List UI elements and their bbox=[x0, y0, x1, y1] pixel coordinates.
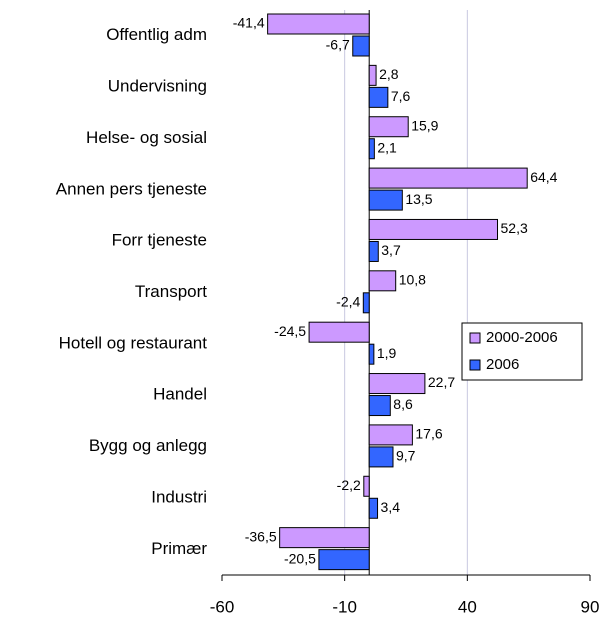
x-tick-label: 90 bbox=[581, 597, 599, 616]
value-label: 9,7 bbox=[396, 448, 416, 464]
legend-label: 2000-2006 bbox=[486, 329, 558, 346]
value-label: 2,1 bbox=[377, 139, 397, 155]
bar bbox=[368, 270, 397, 292]
legend-swatch bbox=[469, 332, 481, 344]
bar bbox=[368, 116, 409, 138]
bar bbox=[368, 240, 379, 262]
bar bbox=[308, 321, 370, 343]
y-tick-label: Bygg og anlegg bbox=[89, 436, 207, 455]
y-tick-label: Helse- og sosial bbox=[86, 128, 207, 147]
value-label: 3,7 bbox=[381, 242, 401, 258]
bar bbox=[368, 497, 379, 519]
value-label: 1,9 bbox=[377, 345, 397, 361]
bar bbox=[368, 86, 389, 108]
value-label: 10,8 bbox=[399, 272, 426, 288]
y-tick-label: Forr tjeneste bbox=[112, 231, 207, 250]
bar bbox=[363, 475, 370, 497]
bar bbox=[368, 446, 394, 468]
legend: 2000-2006 2006 bbox=[461, 322, 583, 381]
bar bbox=[368, 395, 391, 417]
value-label: -6,7 bbox=[326, 37, 350, 53]
bar bbox=[318, 549, 370, 571]
value-label: -20,5 bbox=[284, 550, 316, 566]
y-tick-label: Undervisning bbox=[108, 77, 207, 96]
value-label: 17,6 bbox=[415, 426, 442, 442]
value-label: -24,5 bbox=[274, 323, 306, 339]
x-tick-label: 40 bbox=[458, 597, 477, 616]
y-tick-label: Hotell og restaurant bbox=[59, 333, 208, 352]
value-label: -36,5 bbox=[245, 528, 277, 544]
value-label: -2,2 bbox=[337, 477, 361, 493]
y-tick-label: Handel bbox=[153, 385, 207, 404]
value-label: 52,3 bbox=[501, 220, 528, 236]
bar bbox=[267, 13, 370, 35]
bar bbox=[368, 424, 413, 446]
value-label: 15,9 bbox=[411, 117, 438, 133]
value-label: -2,4 bbox=[336, 294, 360, 310]
value-label: 64,4 bbox=[530, 169, 557, 185]
bar bbox=[368, 64, 377, 86]
y-tick-label: Industri bbox=[151, 487, 207, 506]
value-label: 3,4 bbox=[381, 499, 401, 515]
bar bbox=[279, 527, 370, 549]
bar bbox=[368, 218, 499, 240]
value-label: 22,7 bbox=[428, 374, 455, 390]
value-label: 13,5 bbox=[405, 191, 432, 207]
bar bbox=[368, 343, 375, 365]
value-label: 2,8 bbox=[379, 66, 399, 82]
legend-box bbox=[461, 322, 583, 381]
y-tick-label: Annen pers tjeneste bbox=[56, 179, 207, 198]
y-tick-label: Primær bbox=[151, 539, 207, 558]
y-tick-label: Transport bbox=[135, 282, 207, 301]
bar bbox=[368, 373, 426, 395]
bar bbox=[368, 138, 375, 160]
x-tick-label: -60 bbox=[210, 597, 235, 616]
value-label: 7,6 bbox=[391, 88, 411, 104]
x-tick-label: -10 bbox=[332, 597, 357, 616]
bar bbox=[352, 35, 370, 57]
y-tick-label: Offentlig adm bbox=[106, 25, 207, 44]
bar bbox=[362, 292, 370, 314]
value-label: 8,6 bbox=[393, 396, 413, 412]
value-label: -41,4 bbox=[233, 15, 265, 31]
legend-label: 2006 bbox=[486, 356, 519, 373]
legend-swatch bbox=[469, 359, 481, 371]
bar bbox=[368, 189, 403, 211]
bar bbox=[368, 167, 528, 189]
